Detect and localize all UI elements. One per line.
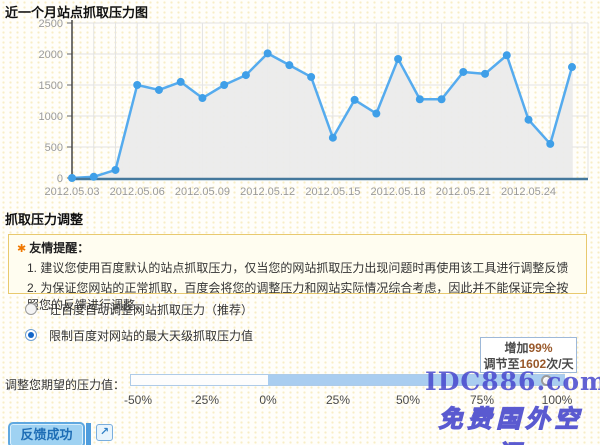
scale-75: 75%	[469, 393, 495, 407]
friendly-reminder-box: ✱ 友情提醒： 1. 建议您使用百度默认的站点抓取压力，仅当您的网站抓取压力出现问…	[8, 234, 587, 312]
pressure-slider-track[interactable]	[130, 374, 565, 386]
scale-zero: 0%	[259, 393, 277, 407]
notice-title: 友情提醒：	[29, 241, 90, 255]
chart-title: 近一个月站点抓取压力图	[5, 5, 149, 20]
section-title: 抓取压力调整	[5, 212, 84, 227]
notice-item-1: 1. 建议您使用百度默认的站点抓取压力，仅当您的网站抓取压力出现问题时再使用该工…	[27, 261, 569, 275]
scale-100: 100%	[541, 393, 573, 407]
radio-limit-label: 限制百度对网站的最大天级抓取压力值	[49, 328, 254, 343]
pressure-slider-fill	[268, 375, 565, 385]
pressure-line-chart: 0 500 1000 1500 2000 2500 2012.05.03 2012.05.06…	[39, 18, 589, 198]
tooltip-times-value: 1602	[519, 357, 547, 371]
tooltip-percent-value: 99%	[528, 341, 553, 355]
svg-text:1000: 1000	[39, 111, 63, 123]
svg-text:2012.05.21: 2012.05.21	[436, 186, 491, 198]
feedback-button-edge	[86, 423, 91, 445]
svg-text:2500: 2500	[39, 18, 63, 30]
svg-text:2012.05.12: 2012.05.12	[240, 186, 295, 198]
pressure-slider-handle[interactable]	[541, 375, 552, 386]
svg-text:2012.05.03: 2012.05.03	[44, 186, 99, 198]
svg-text:2012.05.18: 2012.05.18	[371, 186, 426, 198]
tooltip-unit-text: 次/天	[546, 357, 574, 371]
svg-text:2012.05.15: 2012.05.15	[305, 186, 360, 198]
external-link-icon[interactable]: ↗	[96, 424, 113, 441]
radio-limit-circle-icon[interactable]	[25, 329, 37, 341]
pressure-value-tooltip: 增加99% 调节至1602次/天	[480, 337, 577, 373]
scale-minus25: -25%	[190, 393, 220, 407]
scale-50: 50%	[395, 393, 421, 407]
svg-text:2012.05.24: 2012.05.24	[501, 186, 556, 198]
feedback-success-button[interactable]: 反馈成功	[8, 422, 85, 445]
scale-minus50: -50%	[123, 393, 153, 407]
radio-auto-label: 让百度自动调整网站抓取压力（推荐）	[49, 302, 254, 317]
svg-text:2012.05.06: 2012.05.06	[110, 186, 165, 198]
svg-text:500: 500	[45, 142, 63, 154]
tooltip-adjust-text: 调节至	[483, 357, 520, 371]
notice-item-2: 2. 为保证您网站的正常抓取，百度会将您的调整压力和网站实际情况综合考虑，因此并…	[27, 281, 569, 312]
radio-auto-circle-icon[interactable]	[25, 303, 37, 315]
notice-title-row: ✱ 友情提醒：	[17, 239, 576, 256]
svg-text:2012.05.09: 2012.05.09	[175, 186, 230, 198]
tooltip-increase-text: 增加	[504, 341, 529, 355]
radio-auto-adjust[interactable]: 让百度自动调整网站抓取压力（推荐）	[25, 301, 253, 317]
starburst-icon: ✱	[17, 243, 27, 255]
svg-text:0: 0	[57, 173, 63, 185]
slider-label: 调整您期望的压力值：	[5, 378, 126, 392]
radio-limit-max[interactable]: 限制百度对网站的最大天级抓取压力值	[25, 327, 253, 343]
svg-text:1500: 1500	[39, 80, 63, 92]
scale-25: 25%	[325, 393, 351, 407]
svg-text:2000: 2000	[39, 49, 63, 61]
